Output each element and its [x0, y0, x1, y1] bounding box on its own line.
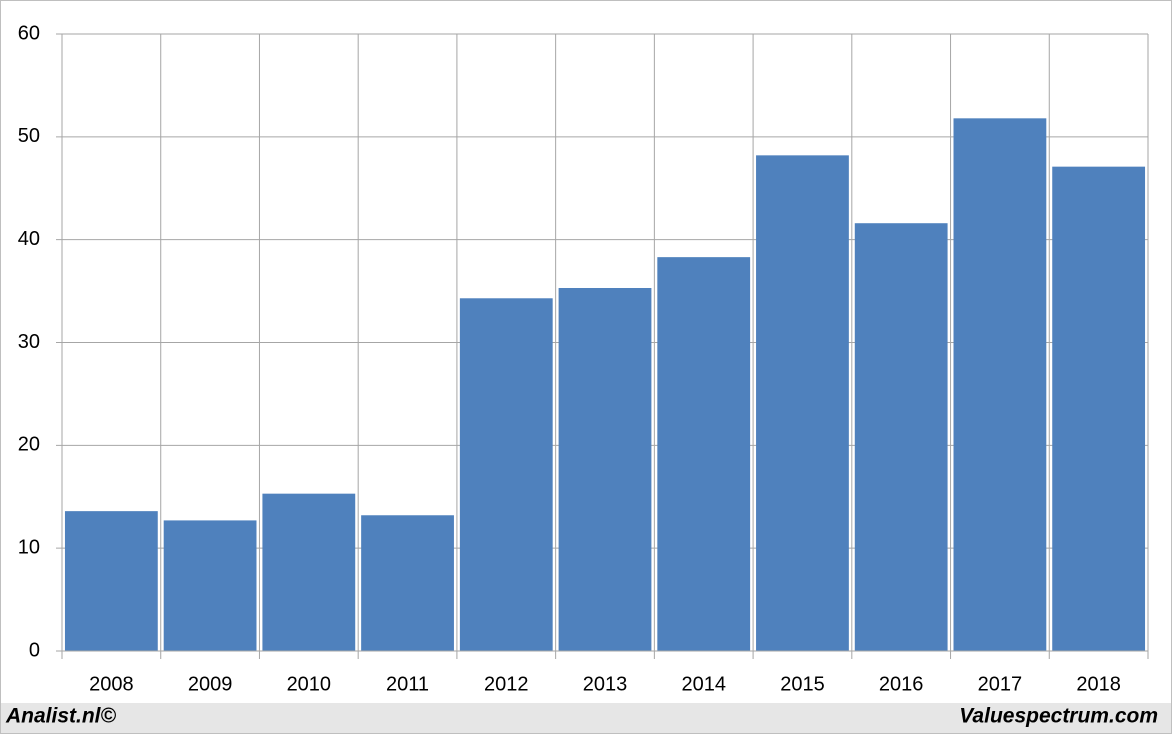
- x-tick-label: 2017: [978, 673, 1023, 695]
- bar: [459, 298, 553, 651]
- y-tick-label: 50: [18, 125, 40, 147]
- x-tick-label: 2016: [879, 673, 924, 695]
- x-tick-label: 2014: [681, 673, 726, 695]
- bar: [262, 493, 356, 651]
- bar: [854, 223, 948, 652]
- x-tick-label: 2011: [386, 673, 429, 695]
- x-tick-label: 2018: [1076, 673, 1121, 695]
- bar: [657, 257, 751, 651]
- y-tick-label: 0: [29, 639, 40, 661]
- x-tick-label: 2008: [89, 673, 134, 695]
- x-tick-label: 2015: [780, 673, 825, 695]
- y-tick-label: 20: [18, 434, 40, 456]
- bar: [953, 118, 1047, 651]
- bar: [163, 520, 257, 651]
- y-tick-label: 40: [18, 228, 40, 250]
- bar: [756, 155, 849, 652]
- footer-right: Valuespectrum.com: [959, 705, 1158, 728]
- bar: [361, 515, 454, 651]
- x-tick-label: 2009: [188, 673, 233, 695]
- bar: [558, 287, 652, 651]
- x-tick-label: 2013: [583, 673, 628, 695]
- bar: [1052, 166, 1146, 651]
- x-tick-label: 2010: [287, 673, 332, 695]
- y-tick-label: 10: [18, 536, 40, 558]
- y-tick-label: 60: [18, 22, 40, 44]
- footer-left: Analist.nl©: [5, 705, 117, 728]
- y-tick-label: 30: [18, 331, 40, 353]
- x-tick-label: 2012: [484, 673, 529, 695]
- footer-band: [1, 703, 1171, 733]
- bar: [64, 511, 158, 651]
